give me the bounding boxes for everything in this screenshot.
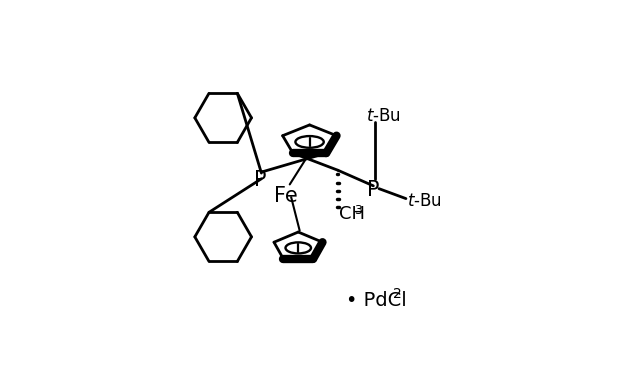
Text: 3: 3: [354, 204, 362, 217]
Text: P: P: [253, 170, 266, 190]
Text: $t$-Bu: $t$-Bu: [366, 107, 401, 125]
Text: 2: 2: [393, 287, 402, 301]
Text: P: P: [367, 180, 380, 200]
Text: Fe: Fe: [274, 186, 298, 206]
Text: $t$-Bu: $t$-Bu: [407, 192, 442, 210]
Text: CH: CH: [339, 205, 365, 223]
Text: • PdCl: • PdCl: [346, 291, 407, 310]
